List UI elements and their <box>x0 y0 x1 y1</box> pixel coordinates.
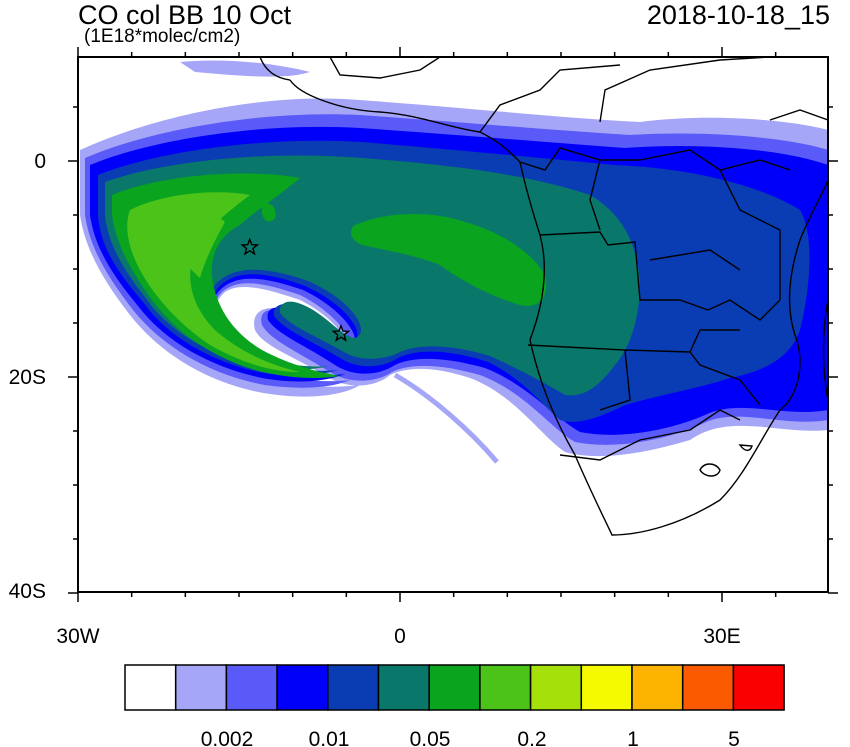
colorbar-box-11 <box>681 664 735 711</box>
plume-level-6b <box>350 214 547 306</box>
colorbar-box-3 <box>276 664 329 711</box>
colorbar-box-5 <box>377 664 430 711</box>
border-lines <box>329 57 828 477</box>
colorbar-label-2: 0.05 <box>410 728 451 747</box>
colorbar-box-4 <box>327 664 380 711</box>
coastlines-and-borders <box>259 57 828 536</box>
lon-label-30w: 30W <box>56 625 99 648</box>
axis-ticks <box>68 47 838 602</box>
co-plume-field <box>80 60 828 464</box>
colorbar-box-10 <box>631 664 684 711</box>
colorbar-label-5: 5 <box>728 728 740 747</box>
lon-label-0: 0 <box>394 625 406 648</box>
colorbar-labels: 0.002 0.01 0.05 0.2 1 5 <box>201 728 740 747</box>
lat-label-0: 0 <box>34 150 46 173</box>
lon-label-30e: 30E <box>703 625 740 648</box>
plume-level-7b <box>170 215 225 278</box>
map-title: CO col BB 10 Oct <box>78 0 292 30</box>
units-label: (1E18*molec/cm2) <box>84 26 241 47</box>
star-marker-2 <box>331 323 351 342</box>
north-coast <box>259 57 291 81</box>
colorbar-box-6 <box>428 664 481 711</box>
colorbar-box-1 <box>174 664 228 711</box>
colorbar-label-3: 0.2 <box>517 728 546 747</box>
colorbar-box-0 <box>124 664 177 711</box>
colorbar-label-1: 0.01 <box>309 728 350 747</box>
colorbar-label-4: 1 <box>627 728 639 747</box>
colorbar-box-12 <box>732 664 785 711</box>
madagascar-coast <box>822 299 828 401</box>
plume-level-6c <box>261 203 276 222</box>
africa-coastline <box>289 79 828 536</box>
colorbar-label-0: 0.002 <box>201 728 254 747</box>
plume-streak-north <box>180 60 310 77</box>
colorbar-box-8 <box>529 664 583 711</box>
plume-level-7a <box>127 192 301 372</box>
valid-datetime: 2018-10-18_15 <box>646 0 830 30</box>
site-markers <box>240 237 351 342</box>
lat-label-20s: 20S <box>9 366 46 389</box>
lat-label-40s: 40S <box>9 580 46 603</box>
colorbar <box>124 664 785 711</box>
colorbar-box-9 <box>580 664 633 711</box>
colorbar-box-7 <box>479 664 532 711</box>
plume-streak-south <box>393 372 499 464</box>
star-marker-1 <box>240 237 260 256</box>
colorbar-box-2 <box>225 664 278 711</box>
